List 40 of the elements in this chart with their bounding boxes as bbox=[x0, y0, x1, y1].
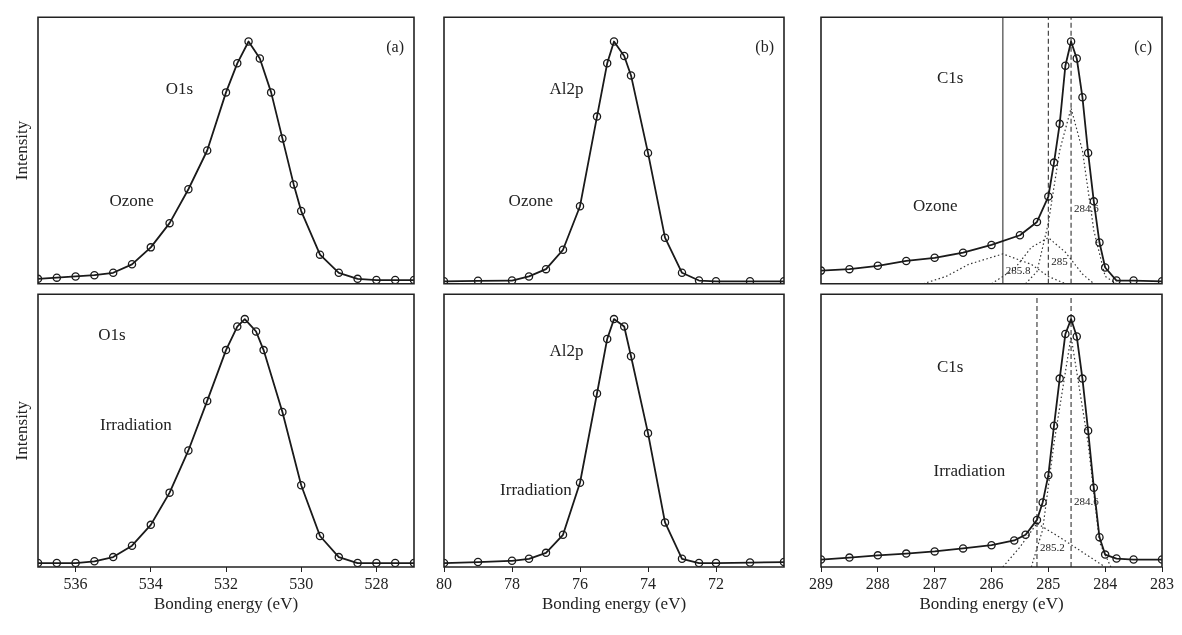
x-tick-label: 528 bbox=[364, 574, 389, 592]
x-tick-label: 287 bbox=[922, 574, 947, 592]
x-tick-label: 80 bbox=[436, 574, 452, 592]
x-tick-label: 536 bbox=[63, 574, 88, 592]
annotation: O1s bbox=[165, 78, 194, 98]
x-tick-label: 72 bbox=[708, 574, 724, 592]
x-tick-label: 534 bbox=[138, 574, 163, 592]
x-tick-label: 289 bbox=[809, 574, 833, 592]
annotation: Al2p bbox=[549, 341, 584, 361]
annotation: O1s bbox=[98, 324, 126, 344]
x-axis-title: Bonding energy (eV) bbox=[919, 594, 1064, 614]
y-axis-title: Intensity bbox=[11, 120, 31, 181]
annotation: Al2p bbox=[549, 78, 584, 98]
annotation: 285.8 bbox=[1005, 264, 1032, 277]
chart-title: (b) bbox=[755, 37, 774, 56]
x-tick-label: 78 bbox=[504, 574, 520, 592]
y-axis-title: Intensity bbox=[11, 400, 31, 461]
x-tick-label: 286 bbox=[979, 574, 1004, 592]
chart-title: (c) bbox=[1134, 37, 1152, 56]
annotation: Irradiation bbox=[500, 480, 573, 500]
x-tick-label: 76 bbox=[572, 574, 588, 592]
x-tick-label: 285 bbox=[1036, 574, 1061, 592]
x-tick-label: 74 bbox=[640, 574, 656, 592]
annotation: Irradiation bbox=[100, 414, 173, 434]
annotation: Irradiation bbox=[933, 461, 1006, 481]
x-tick-label: 530 bbox=[289, 574, 314, 592]
annotation: 285.2 bbox=[1039, 541, 1065, 554]
x-axis-title: Bonding energy (eV) bbox=[541, 594, 687, 614]
annotation: C1s bbox=[936, 68, 964, 88]
annotation: Ozone bbox=[109, 190, 154, 210]
x-tick-label: 288 bbox=[865, 574, 890, 592]
x-axis-title: Bonding energy (eV) bbox=[153, 594, 299, 614]
annotation: C1s bbox=[936, 357, 964, 377]
annotation: Ozone bbox=[913, 195, 958, 215]
annotation: Ozone bbox=[508, 190, 553, 210]
x-tick-label: 283 bbox=[1150, 574, 1174, 592]
chart-title: (a) bbox=[386, 37, 404, 56]
x-tick-label: 532 bbox=[214, 574, 238, 592]
annotation: 285 bbox=[1051, 254, 1069, 267]
x-tick-label: 284 bbox=[1093, 574, 1118, 592]
